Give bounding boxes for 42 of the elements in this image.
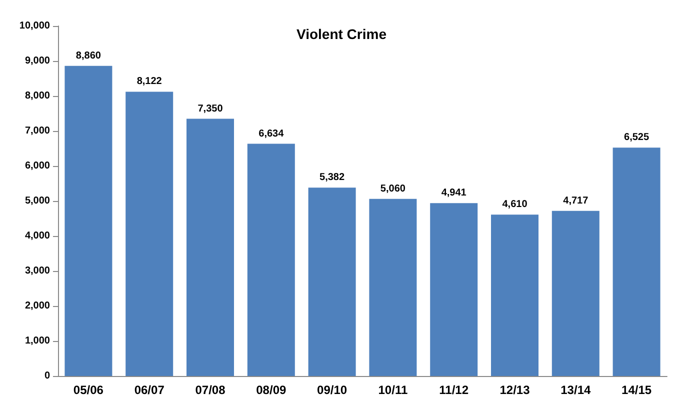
x-tick-label: 12/13 (500, 383, 530, 397)
data-label: 4,941 (441, 188, 467, 199)
bar (369, 198, 417, 376)
x-tick-label: 05/06 (73, 383, 104, 397)
bar (64, 66, 112, 376)
y-tick-label: 6,000 (24, 160, 50, 172)
bar (552, 210, 600, 376)
x-tick-label: 08/09 (256, 383, 286, 397)
data-label: 5,382 (320, 172, 345, 184)
y-tick-label: 2,000 (24, 300, 50, 312)
y-tick-label: 9,000 (24, 56, 50, 66)
x-tick-label: 10/11 (378, 383, 408, 397)
bar (126, 92, 174, 376)
data-label: 4,610 (502, 199, 528, 210)
x-tick-label: 11/12 (439, 383, 469, 397)
y-tick-label: 10,000 (19, 20, 50, 32)
x-tick-label: 13/14 (560, 383, 591, 397)
bar (186, 118, 234, 376)
data-label: 6,634 (258, 128, 284, 140)
bar (247, 144, 295, 376)
data-label: 8,122 (136, 76, 162, 88)
chart-title: Violent Crime (296, 26, 387, 42)
data-label: 6,525 (624, 132, 650, 144)
data-label: 7,350 (198, 103, 224, 114)
data-label: 8,860 (76, 50, 102, 62)
x-tick-label: 14/15 (622, 383, 652, 397)
x-tick-label: 07/08 (195, 383, 226, 397)
data-label: 4,717 (563, 195, 589, 206)
data-label: 5,060 (380, 183, 406, 194)
bar (491, 214, 538, 376)
y-tick-label: 4,000 (24, 230, 50, 242)
y-tick-label: 3,000 (24, 266, 50, 276)
bar (308, 188, 356, 376)
x-tick-label: 09/10 (317, 383, 348, 397)
y-tick-label: 5,000 (24, 196, 50, 206)
x-tick-label: 06/07 (134, 383, 165, 397)
bar (612, 148, 660, 376)
y-tick-label: 1,000 (24, 336, 50, 346)
y-tick-label: 7,000 (24, 126, 50, 136)
y-tick-label: 0 (44, 370, 50, 382)
bar (430, 203, 478, 376)
y-tick-label: 8,000 (24, 90, 50, 102)
